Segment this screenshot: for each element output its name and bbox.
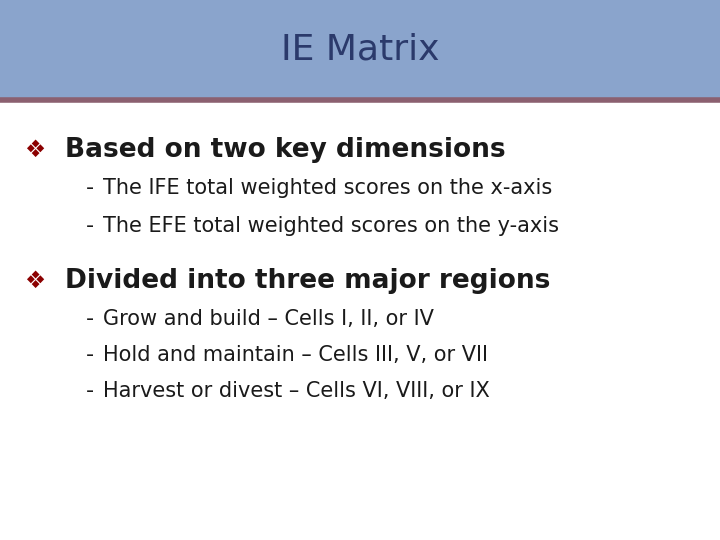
Text: -: - — [86, 345, 94, 365]
Text: -: - — [86, 216, 94, 236]
Text: Based on two key dimensions: Based on two key dimensions — [65, 137, 505, 163]
Text: The IFE total weighted scores on the x-axis: The IFE total weighted scores on the x-a… — [103, 178, 552, 198]
Bar — [0, 0, 720, 100]
Text: The EFE total weighted scores on the y-axis: The EFE total weighted scores on the y-a… — [103, 216, 559, 236]
Text: Hold and maintain – Cells III, V, or VII: Hold and maintain – Cells III, V, or VII — [103, 345, 488, 365]
Text: Harvest or divest – Cells VI, VIII, or IX: Harvest or divest – Cells VI, VIII, or I… — [103, 381, 490, 401]
Text: -: - — [86, 381, 94, 401]
Text: IE Matrix: IE Matrix — [281, 33, 439, 67]
Text: Grow and build – Cells I, II, or IV: Grow and build – Cells I, II, or IV — [103, 309, 434, 329]
Text: Divided into three major regions: Divided into three major regions — [65, 268, 550, 294]
Text: ❖: ❖ — [24, 138, 45, 162]
Text: -: - — [86, 178, 94, 198]
Text: ❖: ❖ — [24, 269, 45, 293]
Text: -: - — [86, 309, 94, 329]
